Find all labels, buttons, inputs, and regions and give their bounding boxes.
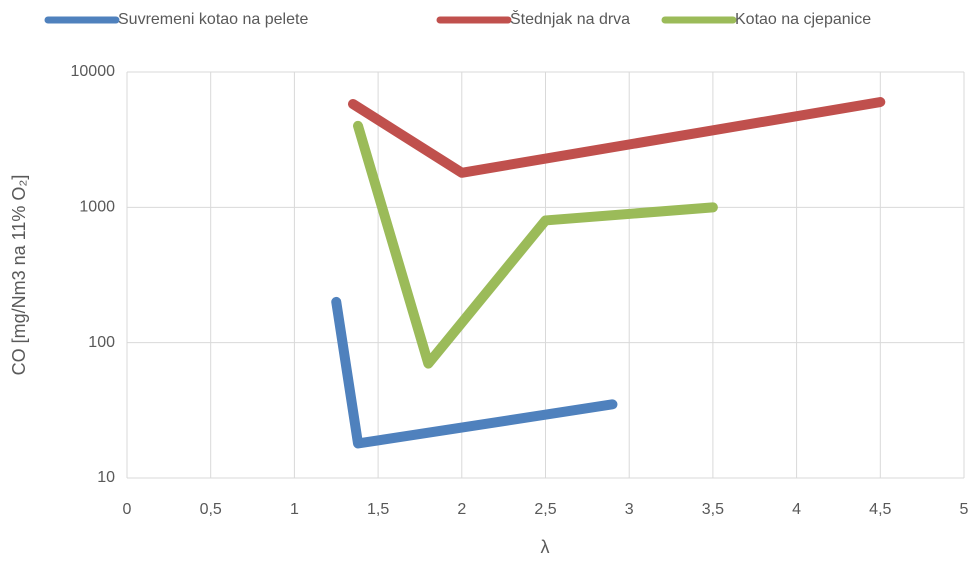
- x-tick-label: 3,5: [702, 501, 724, 518]
- y-tick-label: 1000: [79, 199, 115, 216]
- x-tick-label: 5: [960, 501, 969, 518]
- x-tick-label: 4,5: [869, 501, 891, 518]
- x-tick-label: 2,5: [534, 501, 556, 518]
- x-tick-label: 1,5: [367, 501, 389, 518]
- y-tick-label: 10000: [71, 63, 116, 80]
- data-line: [347, 97, 886, 178]
- y-tick-label: 100: [88, 334, 115, 351]
- x-tick-label: 2: [457, 501, 466, 518]
- x-tick-label: 3: [625, 501, 634, 518]
- y-tick-label: 10: [97, 469, 115, 486]
- legend-label: Kotao na cjepanice: [735, 11, 871, 28]
- data-line: [353, 120, 718, 369]
- legend-label: Štednjak na drva: [510, 9, 630, 28]
- x-axis-label: λ: [541, 537, 550, 557]
- x-tick-label: 1: [290, 501, 299, 518]
- y-axis-label: CO [mg/Nm3 na 11% O₂]: [9, 175, 29, 376]
- x-tick-label: 0,5: [200, 501, 222, 518]
- data-line: [331, 296, 618, 449]
- x-tick-label: 0: [123, 501, 132, 518]
- legend-label: Suvremeni kotao na pelete: [118, 11, 308, 28]
- x-tick-label: 4: [792, 501, 801, 518]
